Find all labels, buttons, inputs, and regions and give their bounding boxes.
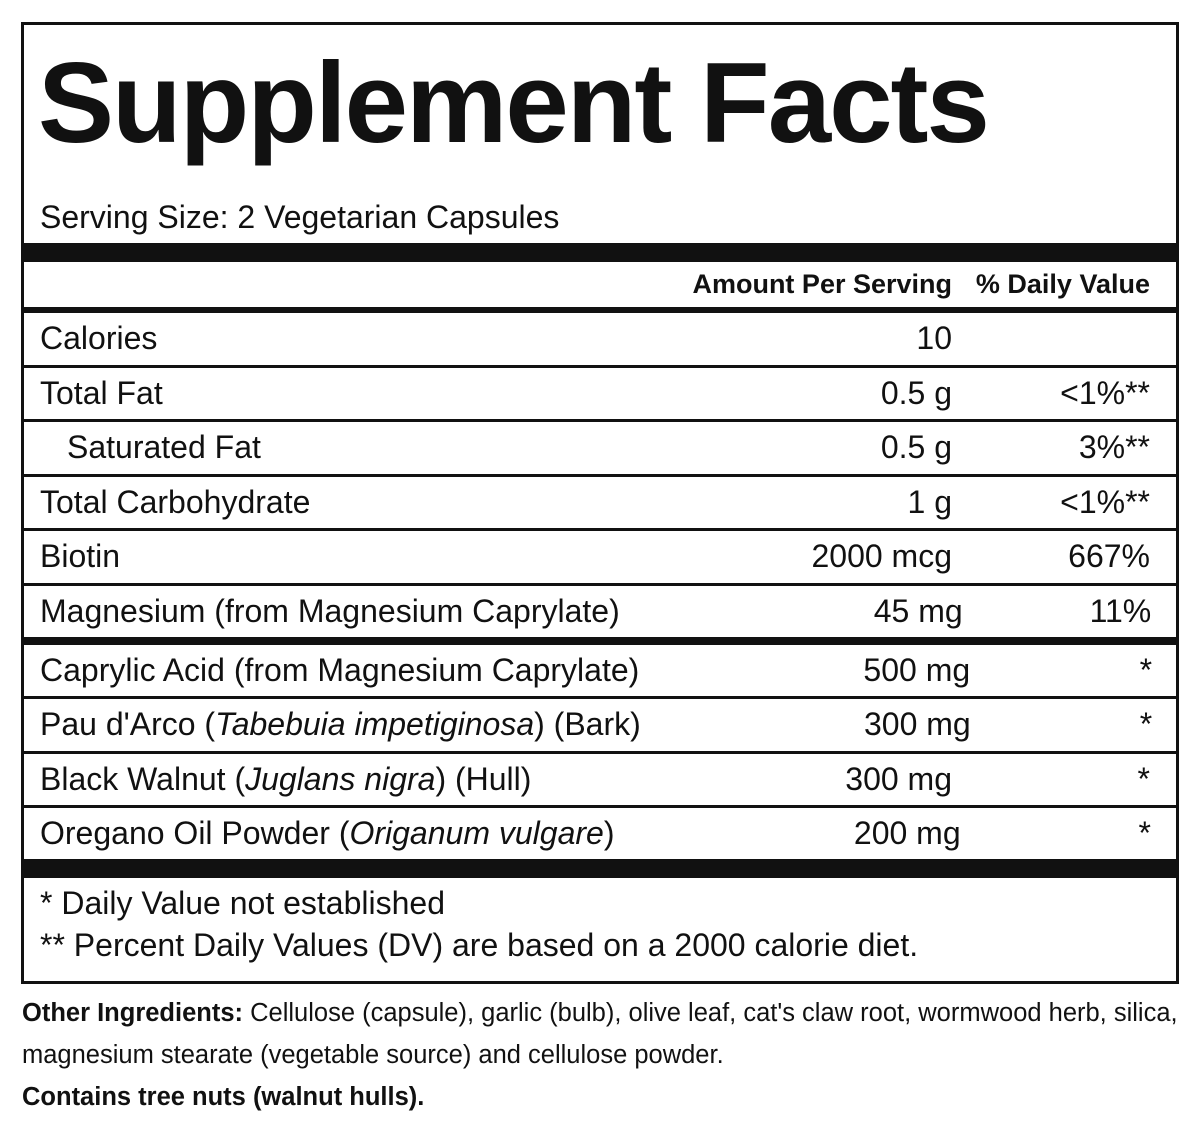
name-text: ) (Hull) bbox=[435, 760, 532, 797]
name-text: Total Carbohydrate bbox=[40, 483, 311, 520]
row-name: Magnesium (from Magnesium Caprylate) bbox=[24, 593, 620, 630]
column-header: Amount Per Serving % Daily Value bbox=[24, 262, 1176, 313]
allergen-note: Contains tree nuts (walnut hulls). bbox=[22, 1083, 425, 1111]
name-text: Calories bbox=[40, 320, 158, 357]
name-text: ) bbox=[603, 814, 615, 851]
daily-value: 667% bbox=[1068, 538, 1150, 575]
thick-rule bbox=[24, 859, 1176, 878]
daily-value: * bbox=[1137, 760, 1150, 797]
name-text: Biotin bbox=[40, 538, 121, 575]
table-row: Total Fat 0.5 g <1%** bbox=[24, 368, 1176, 422]
row-name: Oregano Oil Powder (Origanum vulgare) bbox=[24, 815, 614, 852]
ingredient-rows: Caprylic Acid (from Magnesium Caprylate)… bbox=[24, 645, 1176, 859]
footnote: ** Percent Daily Values (DV) are based o… bbox=[40, 927, 919, 963]
table-row: Magnesium (from Magnesium Caprylate) 45 m… bbox=[24, 586, 1176, 645]
daily-value: * bbox=[1139, 706, 1153, 743]
table-row: Caprylic Acid (from Magnesium Caprylate)… bbox=[24, 645, 1176, 700]
facts-box: Supplement Facts Serving Size: 2 Vegetar… bbox=[21, 22, 1179, 984]
amount: 300 mg bbox=[863, 706, 971, 743]
latin-name: Origanum vulgare bbox=[349, 814, 604, 851]
name-text: ) (Bark) bbox=[534, 706, 641, 743]
amount: 0.5 g bbox=[880, 429, 952, 466]
table-row: Biotin 2000 mcg 667% bbox=[24, 531, 1176, 586]
row-name: Saturated Fat bbox=[24, 429, 592, 466]
latin-name: Juglans nigra bbox=[245, 760, 436, 797]
amount: 10 bbox=[916, 320, 952, 357]
amount: 200 mg bbox=[853, 814, 961, 851]
daily-value: 11% bbox=[1089, 592, 1152, 629]
table-row: Oregano Oil Powder (Origanum vulgare) 200… bbox=[24, 808, 1176, 859]
table-row: Pau d'Arco (Tabebuia impetiginosa) (Bark… bbox=[24, 699, 1176, 754]
title: Supplement Facts bbox=[38, 40, 990, 167]
thick-rule bbox=[24, 243, 1176, 262]
nutrient-rows: Calories 10 Total Fat 0.5 g <1%** Saturated F… bbox=[24, 313, 1176, 645]
table-row: Calories 10 bbox=[24, 313, 1176, 368]
row-name: Calories bbox=[24, 320, 592, 357]
header: Supplement Facts Serving Size: 2 Vegetar… bbox=[24, 25, 1176, 243]
amount: 300 mg bbox=[845, 760, 952, 797]
latin-name: Tabebuia impetiginosa bbox=[215, 706, 535, 743]
row-name: Black Walnut (Juglans nigra) (Hull) bbox=[24, 761, 592, 798]
daily-value: 3%** bbox=[1078, 429, 1150, 466]
amount: 2000 mcg bbox=[811, 538, 952, 575]
footnotes: * Daily Value not established ** Percent … bbox=[24, 878, 1176, 966]
name-text: Total Fat bbox=[40, 374, 163, 411]
name-text: Saturated Fat bbox=[67, 429, 261, 466]
row-name: Biotin bbox=[24, 538, 592, 575]
column-title: % Daily Value bbox=[975, 269, 1150, 299]
daily-value: * bbox=[1139, 652, 1153, 689]
amount: 500 mg bbox=[863, 652, 971, 689]
row-name: Total Fat bbox=[24, 375, 592, 412]
name-text: Black Walnut ( bbox=[40, 760, 246, 797]
row-name: Total Carbohydrate bbox=[24, 484, 592, 521]
daily-value: <1%** bbox=[1060, 374, 1150, 411]
column-title: Amount Per Serving bbox=[692, 269, 952, 299]
amount: 1 g bbox=[907, 483, 952, 520]
amount: 0.5 g bbox=[880, 374, 952, 411]
footnote: * Daily Value not established bbox=[40, 885, 445, 921]
ingredients-text: Other Ingredients: Cellulose (capsule), … bbox=[22, 992, 1182, 1076]
name-text: Caprylic Acid (from Magnesium Caprylate) bbox=[40, 652, 640, 689]
daily-value: * bbox=[1138, 814, 1151, 851]
ingredients-list: Cellulose (capsule), garlic (bulb), oliv… bbox=[22, 999, 1178, 1069]
name-text: Magnesium (from Magnesium Caprylate) bbox=[40, 592, 620, 629]
row-name: Pau d'Arco (Tabebuia impetiginosa) (Bark… bbox=[24, 706, 641, 743]
row-name: Caprylic Acid (from Magnesium Caprylate) bbox=[24, 652, 639, 689]
other-ingredients: Other Ingredients: Cellulose (capsule), … bbox=[22, 992, 1182, 1118]
table-row: Black Walnut (Juglans nigra) (Hull) 300 m… bbox=[24, 754, 1176, 808]
daily-value: <1%** bbox=[1060, 483, 1150, 520]
amount: 45 mg bbox=[873, 592, 963, 629]
name-text: Pau d'Arco ( bbox=[40, 706, 216, 743]
ingredients-label: Other Ingredients: bbox=[22, 999, 244, 1027]
table-row: Saturated Fat 0.5 g 3%** bbox=[24, 422, 1176, 477]
serving-size: Serving Size: 2 Vegetarian Capsules bbox=[40, 199, 560, 235]
table-row: Total Carbohydrate 1 g <1%** bbox=[24, 477, 1176, 531]
name-text: Oregano Oil Powder ( bbox=[40, 814, 350, 851]
